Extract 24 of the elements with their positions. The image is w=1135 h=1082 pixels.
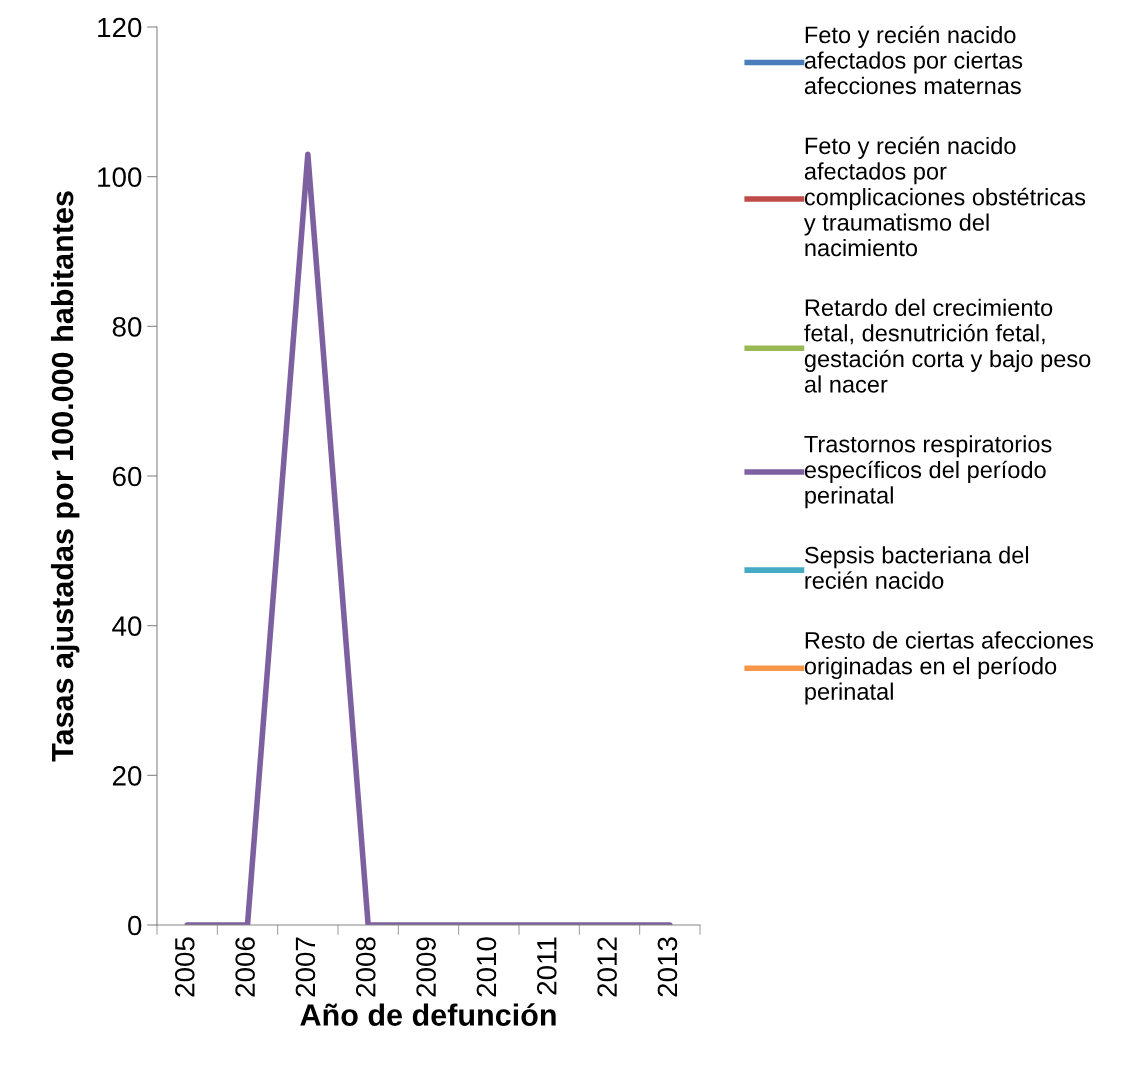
legend-label: Feto y recién nacido afectados por ciertas afecciones maternas — [804, 25, 1023, 95]
x-tick-label: 2005 — [174, 937, 195, 997]
x-tick-label: 2013 — [657, 937, 678, 997]
x-axis-title: Año de defunción — [300, 1003, 556, 1026]
x-tick-label: 2006 — [235, 937, 255, 997]
x-tick-label: 2010 — [476, 937, 497, 997]
x-tick-label: 2008 — [355, 937, 376, 997]
legend-label: Feto y recién nacido afectados por complicaciones obstétricas y traumatismo del nacimiento — [803, 136, 1086, 257]
y-tick-label: 120 — [98, 17, 142, 38]
x-tick-label: 2009 — [416, 937, 436, 997]
x-tick-label: 2007 — [295, 937, 316, 997]
y-axis-title: Tasas ajustadas por 100.000 habitantes — [50, 191, 80, 762]
legend-label: Sepsis bacteriana del recién nacido — [804, 546, 1029, 589]
y-tick-label: 20 — [112, 766, 142, 786]
y-tick-label: 60 — [112, 466, 142, 487]
y-tick-label: 80 — [112, 317, 142, 337]
x-tick-label: 2011 — [536, 937, 557, 995]
y-tick-label: 100 — [98, 167, 142, 188]
legend-label: Resto de ciertas afecciones originadas en el período perinatal — [804, 631, 1094, 705]
legend-label: Trastornos respiratorios específicos del período perinatal — [804, 435, 1052, 509]
x-tick-label: 2012 — [597, 937, 617, 997]
y-tick-label: 40 — [112, 616, 142, 637]
legend-label: Retardo del crecimiento fetal, desnutrición fetal, gestación corta y bajo peso al nacer — [804, 298, 1091, 393]
y-tick-label: 0 — [128, 915, 142, 936]
